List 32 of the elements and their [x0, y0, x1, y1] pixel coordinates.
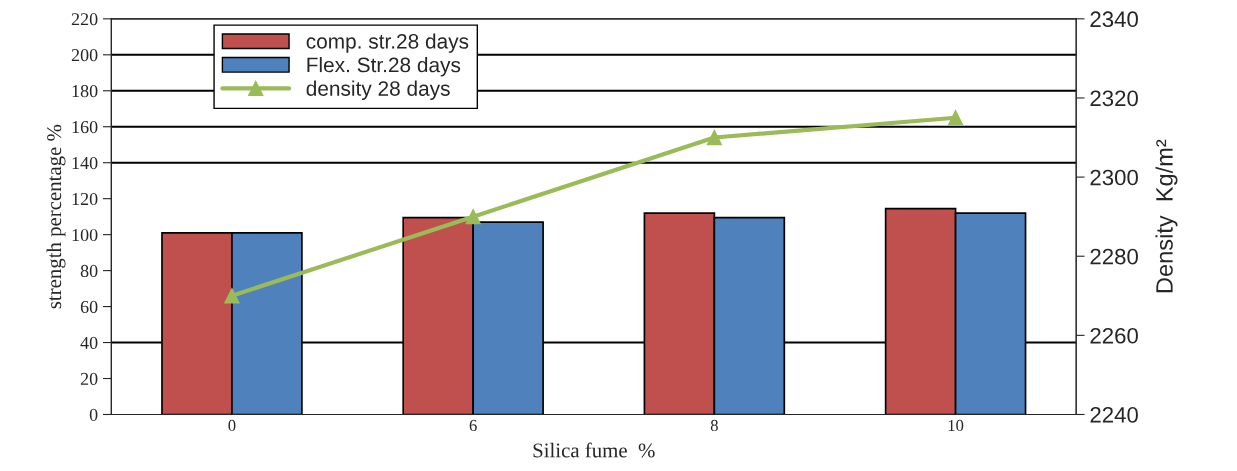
point — [224, 288, 240, 304]
y-tick-label: 40 — [80, 336, 98, 349]
x-axis-title: Silica fume % — [533, 442, 655, 458]
y2-tick-label: 2320 — [1090, 90, 1138, 107]
x-tick-label: 8 — [710, 419, 718, 432]
y2-tick-label: 2300 — [1090, 169, 1138, 186]
point — [947, 110, 964, 126]
y-tick-label: 20 — [80, 372, 98, 385]
y-tick-label: 60 — [80, 300, 98, 314]
legend-label: density 28 days — [306, 80, 450, 101]
y2-tick-label: 2240 — [1090, 407, 1138, 423]
y-tick-label: 80 — [80, 264, 98, 278]
y-tick-label: 100 — [72, 228, 98, 242]
y-tick-label: 200 — [71, 49, 98, 62]
x-tick-label: 10 — [948, 419, 964, 432]
y-tick-label: 0 — [89, 408, 98, 421]
y2-tick-label: 2280 — [1090, 248, 1138, 265]
y-tick-label: 180 — [72, 85, 98, 98]
point — [706, 129, 723, 146]
x-tick-label: 6 — [469, 419, 477, 432]
y-tick-label: 140 — [72, 156, 98, 170]
y2-tick-label: 2340 — [1090, 11, 1138, 28]
legend-label: Flex. Str.28 days — [307, 57, 461, 77]
y-axis-title: strength percentage % — [46, 124, 66, 309]
y-tick-label: 160 — [72, 121, 98, 134]
y2-tick-label: 2260 — [1090, 327, 1138, 344]
x-tick-label: 0 — [228, 419, 236, 432]
legend-label: comp. str.28 days — [306, 33, 469, 53]
y-tick-label: 220 — [71, 13, 98, 26]
point — [465, 209, 481, 225]
y-tick-label: 120 — [72, 192, 98, 206]
y2-axis-title: Density Kg/m² — [1155, 139, 1178, 293]
